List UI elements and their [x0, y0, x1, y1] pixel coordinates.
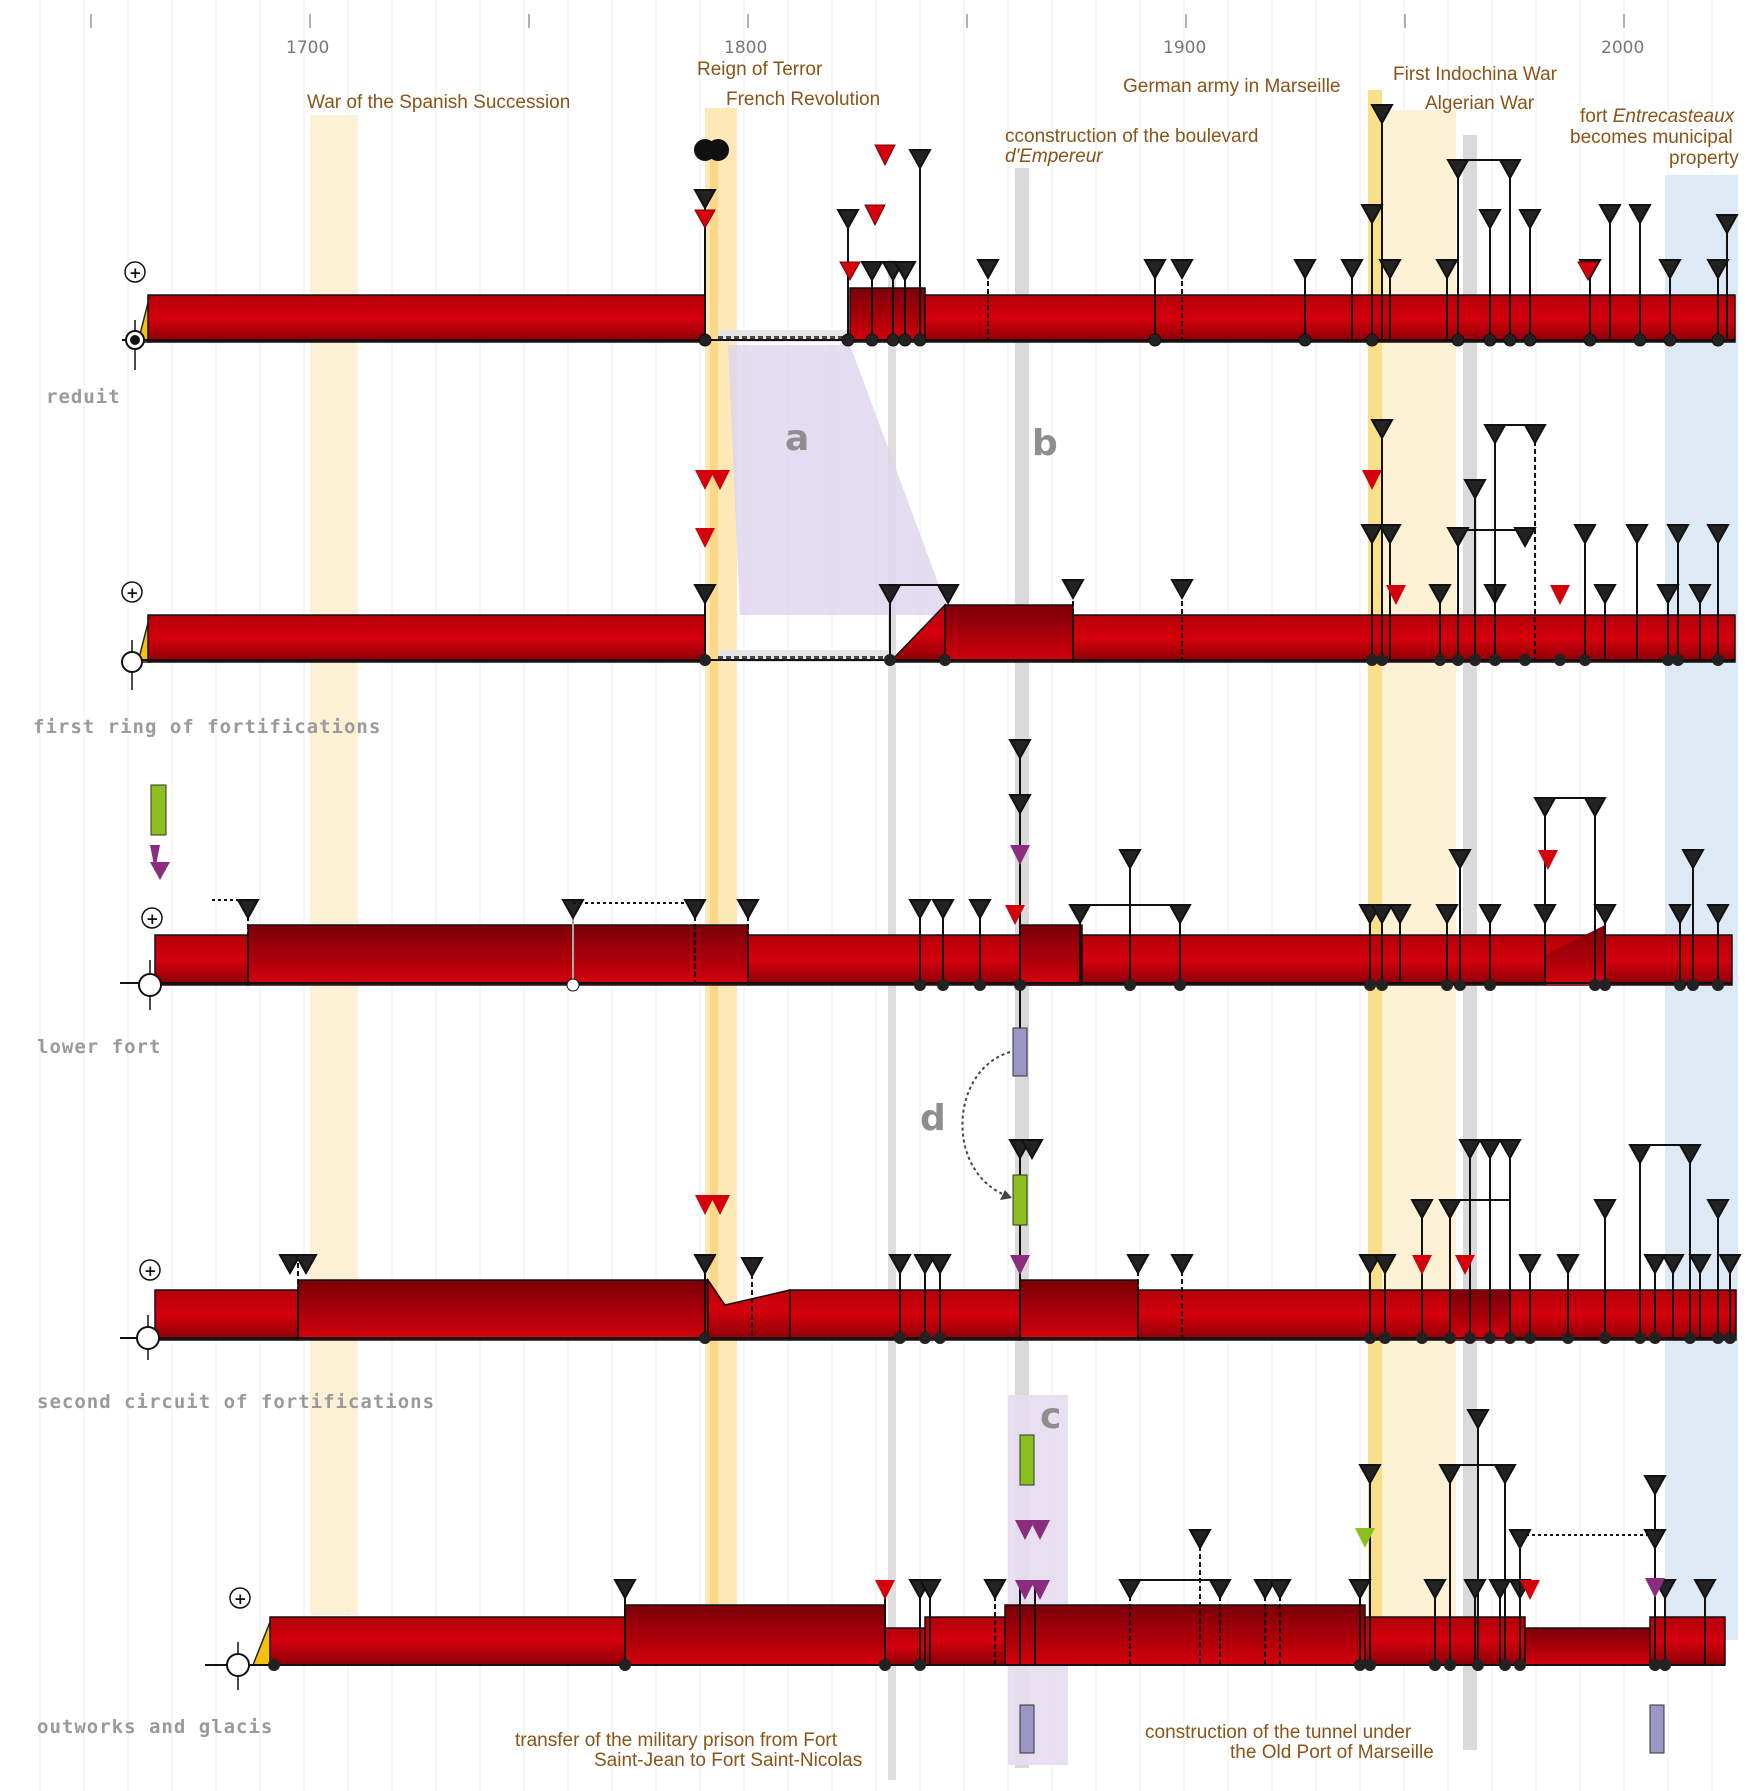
row-lower-fort-dark-segment-2: [1019, 924, 1083, 986]
row-outworks-dark-3: [1524, 1627, 1651, 1666]
row-reduit-nodes: [698, 333, 1725, 347]
tick-1800: 1800: [724, 38, 767, 58]
row-reduit-bar-2: [924, 294, 1736, 343]
row-outworks-dark-1: [624, 1604, 886, 1666]
row-second-circuit-bar-1: [154, 1289, 299, 1341]
row-lower-fort-green-box: [150, 784, 167, 836]
label-spanish-succession: War of the Spanish Succession: [307, 92, 570, 113]
band-transition-a: [888, 260, 896, 1780]
row-outworks-plus: +: [234, 1590, 247, 1608]
label-municipal-3: property: [1669, 148, 1739, 169]
row-outworks-dark-2: [1004, 1604, 1366, 1666]
tick-2000: 2000: [1601, 38, 1644, 58]
row-second-circuit-bar-2: [789, 1289, 1021, 1341]
label-german-army: German army in Marseille: [1123, 76, 1341, 97]
row-reduit-events: [693, 104, 1739, 340]
row-lower-fort-dark-segment: [247, 924, 749, 986]
row-second-circuit-label: second circuit of fortifications: [37, 1391, 435, 1413]
row-lower-fort-plus: +: [146, 910, 159, 928]
row-lower-fort-label: lower fort: [37, 1036, 161, 1058]
row-reduit-red-events: [694, 144, 1599, 282]
row-second-circuit-green-box: [1012, 1174, 1028, 1226]
row-first-ring-dark-segment: [944, 604, 1074, 663]
row-first-ring-bar-2: [1072, 614, 1736, 663]
row-reduit: +: [46, 104, 1739, 408]
marker-d: d: [920, 1098, 946, 1139]
marker-a: a: [785, 418, 809, 459]
label-municipal-1: fort Entrecasteaux: [1580, 106, 1736, 127]
label-algerian-war: Algerian War: [1425, 93, 1535, 114]
row-outworks-bar-1: [269, 1616, 626, 1666]
row-reduit-bar-1: [147, 294, 706, 343]
label-prison-1: transfer of the military prison from For…: [515, 1730, 838, 1751]
row-outworks-bar-4: [1364, 1616, 1526, 1666]
marker-c: c: [1040, 1396, 1061, 1437]
row-outworks-green-box: [1019, 1434, 1035, 1486]
label-municipal-italic: Entrecasteaux: [1613, 106, 1736, 127]
row-reduit-plus: +: [129, 264, 142, 282]
row-lower-fort: +: [37, 739, 1733, 1077]
row-lower-fort-bar-1: [154, 934, 249, 986]
tick-1900: 1900: [1163, 38, 1206, 58]
row-outworks-start-wedge: [251, 1616, 273, 1666]
label-municipal-fort: fort: [1580, 106, 1608, 127]
marker-d-arrow: [961, 1051, 1011, 1196]
tick-1700: 1700: [286, 38, 329, 58]
row-lower-fort-purple-box: [1012, 1027, 1028, 1077]
row-lower-fort-bar-3: [1081, 934, 1733, 986]
label-boulevard-2: d'Empereur: [1005, 146, 1103, 167]
row-second-circuit-bar-3: [1137, 1289, 1737, 1341]
label-french-revolution: French Revolution: [726, 89, 880, 110]
row-first-ring-label: first ring of fortifications: [33, 716, 381, 738]
row-second-circuit-dark-2: [1019, 1279, 1139, 1341]
row-outworks-bar-3: [924, 1616, 1006, 1666]
row-outworks-label: outworks and glacis: [37, 1716, 273, 1738]
band-spanish-succession: [310, 115, 358, 1615]
label-municipal-2: becomes municipal: [1570, 127, 1733, 148]
marker-b: b: [1032, 423, 1058, 464]
transition-zone-a: [728, 345, 950, 615]
row-reduit-dark-segment: [849, 287, 926, 343]
row-outworks-purple-box-2: [1649, 1704, 1665, 1754]
row-first-ring-plus: +: [126, 584, 139, 602]
row-second-circuit: +: [37, 1139, 1742, 1413]
label-tunnel-1: construction of the tunnel under: [1145, 1722, 1412, 1743]
band-reign-of-terror: [710, 150, 718, 1620]
row-reduit-label: reduit: [46, 386, 121, 408]
label-reign-of-terror: Reign of Terror: [697, 59, 823, 80]
row-outworks-bar-5: [1649, 1616, 1726, 1666]
row-first-ring: +: [33, 419, 1736, 738]
label-indochina-war: First Indochina War: [1393, 64, 1558, 85]
time-axis: [90, 14, 1625, 28]
label-prison-2: Saint-Jean to Fort Saint-Nicolas: [594, 1750, 862, 1771]
row-second-circuit-dark: [297, 1279, 709, 1341]
row-outworks: +: [37, 1409, 1726, 1754]
label-tunnel-2: the Old Port of Marseille: [1230, 1742, 1434, 1763]
row-second-circuit-plus: +: [144, 1262, 157, 1280]
label-boulevard-1: cconstruction of the boulevard: [1005, 126, 1259, 147]
row-outworks-purple-box-1: [1019, 1704, 1035, 1754]
row-first-ring-bar-1: [147, 614, 706, 663]
band-indochina-algerian: [1382, 110, 1456, 1630]
